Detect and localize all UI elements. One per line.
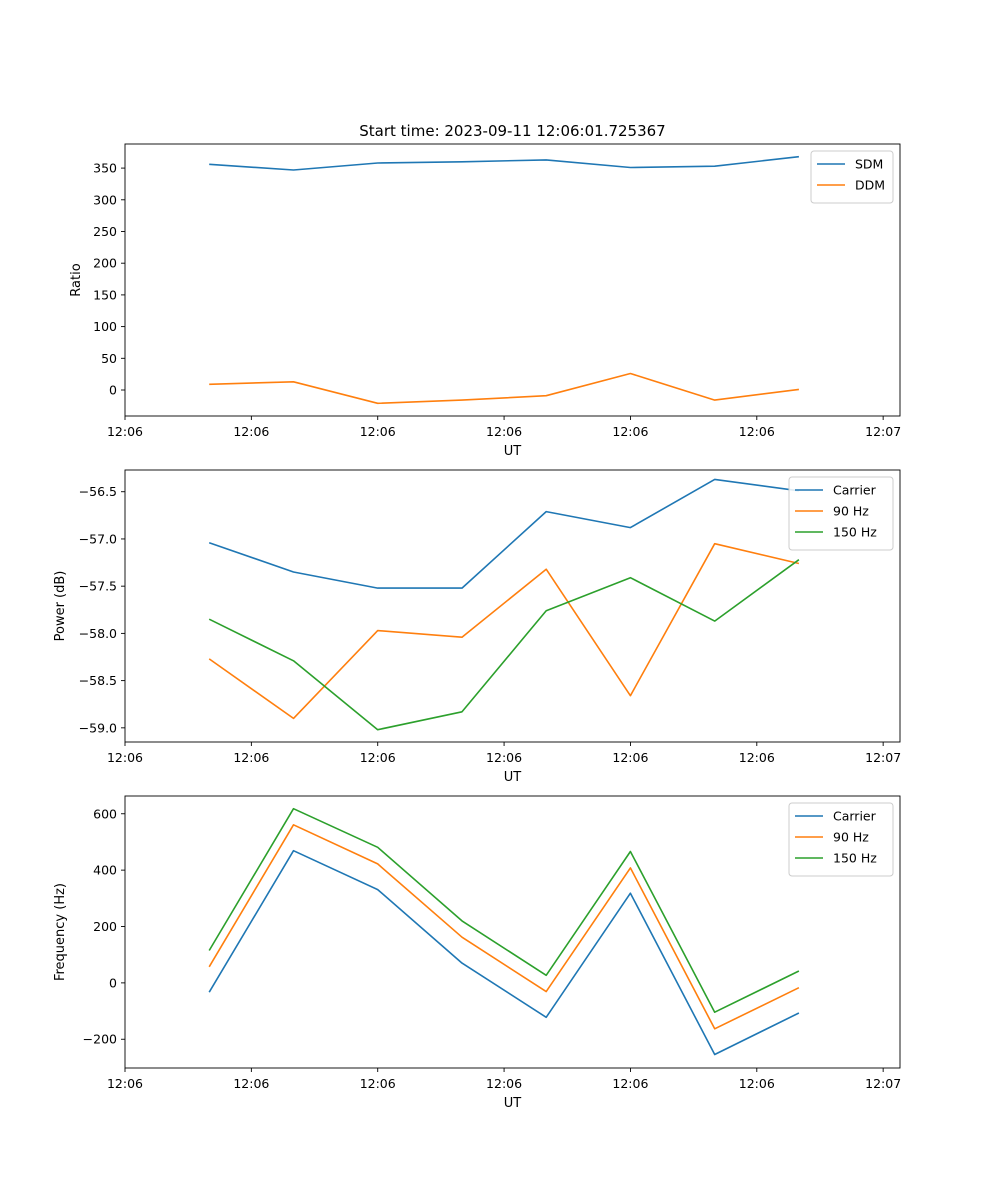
- y-axis-label: Frequency (Hz): [53, 883, 68, 981]
- y-tick-label: 200: [93, 256, 117, 271]
- legend-label: 90 Hz: [833, 504, 869, 519]
- y-axis-label: Ratio: [69, 263, 84, 296]
- y-tick-label: 250: [93, 224, 117, 239]
- y-tick-label: 0: [109, 383, 117, 398]
- legend: SDM DDM: [810, 150, 894, 204]
- axes-frame: [124, 143, 901, 417]
- figure-title: Start time: 2023-09-11 12:06:01.725367: [359, 122, 665, 140]
- legend-label: Carrier: [833, 809, 877, 824]
- x-tick-label: 12:06: [233, 750, 269, 765]
- series-line-carrier: [208, 849, 800, 1056]
- axes-frame: [124, 469, 901, 743]
- y-tick-label: −58.5: [79, 673, 117, 688]
- y-tick-label: 200: [93, 919, 117, 934]
- y-tick-label: −57.5: [79, 579, 117, 594]
- legend: Carrier 90 Hz 150 Hz: [788, 476, 894, 551]
- power-panel: 12:06 12:06 12:06 12:06 12:06 12:06 12:07 −59.0…: [53, 469, 901, 785]
- y-tick-label: −56.5: [79, 484, 117, 499]
- legend: Carrier 90 Hz 150 Hz: [788, 802, 894, 877]
- x-tick-label: 12:06: [486, 424, 522, 439]
- series-line-ddm: [209, 372, 800, 405]
- y-tick-label: 0: [109, 975, 117, 990]
- x-tick-label: 12:06: [612, 424, 648, 439]
- x-tick-label: 12:06: [107, 424, 143, 439]
- x-tick-label: 12:06: [739, 750, 775, 765]
- x-tick-label: 12:06: [233, 1076, 269, 1091]
- x-tick-label: 12:06: [739, 424, 775, 439]
- y-axis-label: Power (dB): [53, 571, 68, 642]
- y-tick-label: 400: [93, 863, 117, 878]
- series-line-carrier: [208, 478, 800, 589]
- series-line-150-hz: [208, 559, 800, 731]
- x-tick-label: 12:06: [612, 750, 648, 765]
- x-tick-label: 12:07: [865, 1076, 901, 1091]
- frequency-panel: 12:06 12:06 12:06 12:06 12:06 12:06 12:07 −200 0…: [53, 795, 901, 1111]
- y-tick-label: 50: [101, 351, 117, 366]
- x-tick-label: 12:06: [107, 1076, 143, 1091]
- x-tick-label: 12:06: [233, 424, 269, 439]
- y-tick-label: 600: [93, 806, 117, 821]
- y-tick-label: 100: [93, 319, 117, 334]
- x-axis-label: UT: [504, 1096, 522, 1111]
- axes-frame: [124, 795, 901, 1069]
- legend-label: 150 Hz: [833, 851, 877, 866]
- y-tick-label: 350: [93, 161, 117, 176]
- legend-label: DDM: [855, 178, 885, 193]
- x-axis-label: UT: [504, 444, 522, 459]
- x-tick-label: 12:06: [360, 1076, 396, 1091]
- legend-label: Carrier: [833, 483, 877, 498]
- y-tick-label: −200: [83, 1032, 117, 1047]
- series-line-90-hz: [208, 823, 800, 1030]
- legend-label: 150 Hz: [833, 525, 877, 540]
- x-tick-label: 12:06: [360, 424, 396, 439]
- series-line-sdm: [209, 155, 799, 171]
- y-tick-label: −59.0: [79, 720, 117, 735]
- x-tick-label: 12:06: [107, 750, 143, 765]
- y-tick-label: −58.0: [79, 626, 117, 641]
- y-tick-label: 150: [93, 287, 117, 302]
- x-tick-label: 12:06: [486, 1076, 522, 1091]
- x-tick-label: 12:07: [865, 424, 901, 439]
- legend-label: 90 Hz: [833, 830, 869, 845]
- x-tick-label: 12:06: [612, 1076, 648, 1091]
- legend-label: SDM: [855, 157, 883, 172]
- x-tick-label: 12:07: [865, 750, 901, 765]
- x-tick-label: 12:06: [486, 750, 522, 765]
- ratio-panel: 12:06 12:06 12:06 12:06 12:06 12:06 12:07 0 50 10…: [69, 143, 901, 459]
- y-tick-label: 300: [93, 192, 117, 207]
- x-tick-label: 12:06: [360, 750, 396, 765]
- series-line-90-hz: [208, 542, 800, 720]
- y-tick-label: −57.0: [79, 531, 117, 546]
- series-line-150-hz: [208, 807, 800, 1014]
- x-tick-label: 12:06: [739, 1076, 775, 1091]
- x-axis-label: UT: [504, 770, 522, 785]
